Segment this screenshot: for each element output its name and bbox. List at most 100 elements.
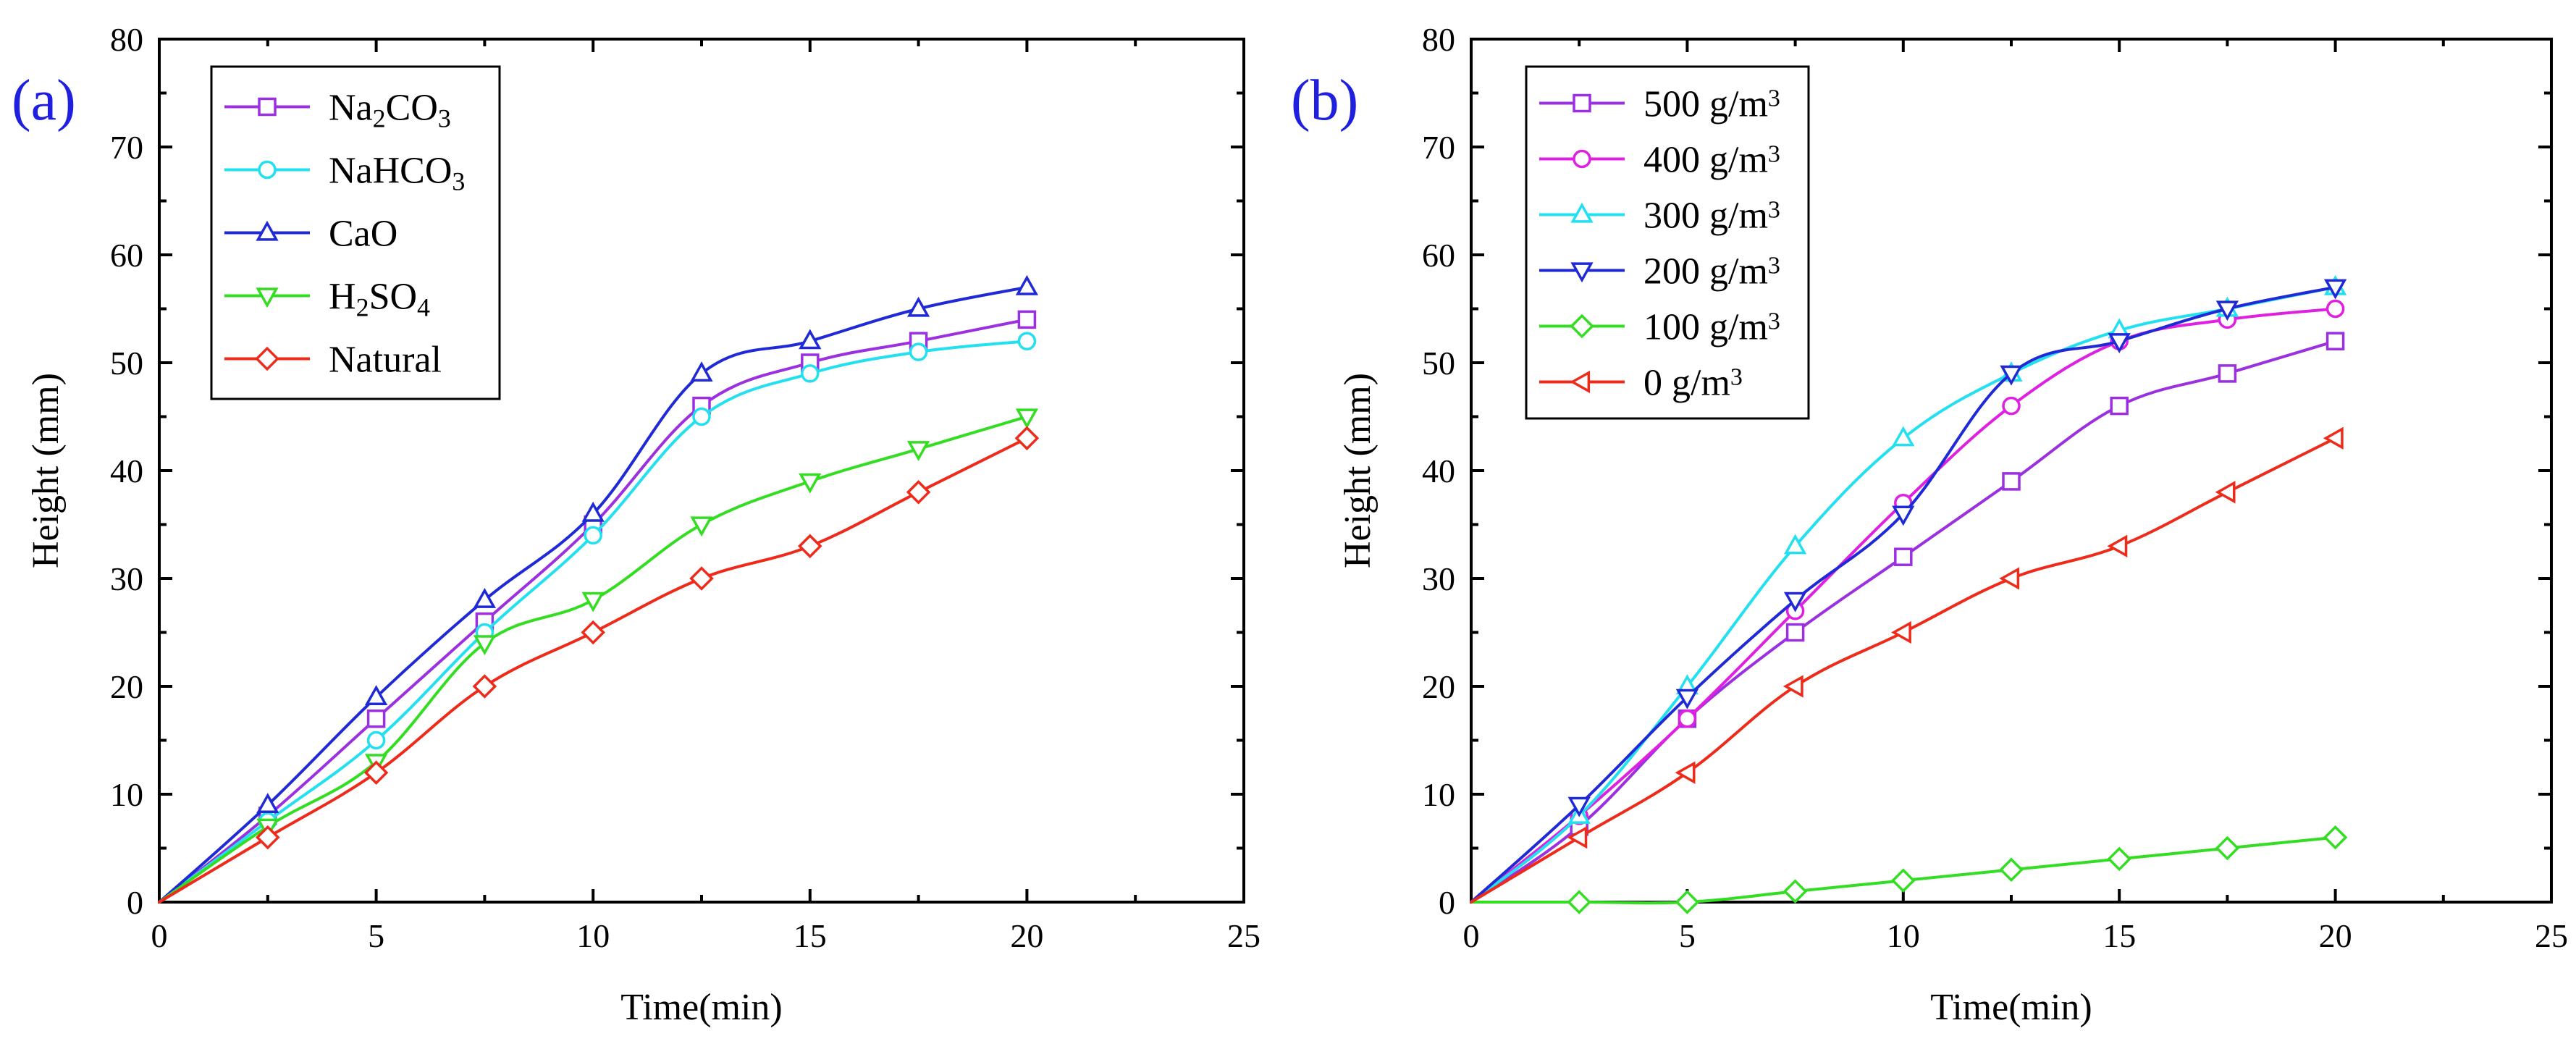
data-point (2215, 300, 2239, 321)
data-point (2002, 396, 2021, 416)
y-tick-label: 10 (110, 776, 143, 813)
data-point (2110, 396, 2129, 416)
x-tick-label: 15 (794, 917, 827, 954)
series-line (158, 340, 1029, 904)
data-point (581, 620, 605, 645)
data-point (2323, 825, 2348, 850)
x-tick-label: 10 (1887, 917, 1920, 954)
data-point (1999, 857, 2024, 883)
data-point (256, 793, 279, 813)
legend-marker (1573, 93, 1591, 113)
data-point (1999, 567, 2020, 590)
data-point (1567, 825, 1588, 849)
legend-label: NaHCO3 (329, 151, 465, 196)
series-100-g-m3 (1470, 825, 2348, 914)
legend-marker (258, 97, 277, 117)
y-axis-title: Height (mm) (1337, 373, 1379, 568)
y-tick-label: 10 (1422, 776, 1455, 813)
data-point (801, 364, 820, 383)
data-point (1785, 623, 1805, 642)
data-point (1567, 796, 1591, 817)
x-tick-label: 5 (1679, 917, 1696, 954)
data-point (2325, 332, 2345, 350)
data-point (2107, 534, 2128, 557)
x-tick-label: 5 (368, 917, 384, 954)
data-point (906, 480, 931, 505)
data-point (909, 342, 928, 361)
y-tick-label: 60 (1422, 237, 1455, 274)
y-tick-label: 40 (110, 452, 143, 489)
legend: Na2CO3 NaHCO3 CaO H2SO4 Natural (210, 65, 501, 400)
chart-panel-a: (a) 0 5 10 15 20 25 0 10 20 30 40 50 60 70 80 Time(min) H… (12, 21, 1260, 1028)
panel-label: (b) (1291, 69, 1358, 132)
legend-marker (256, 220, 279, 241)
data-point (2218, 364, 2237, 383)
panel-label: (a) (12, 69, 76, 132)
y-tick-label: 20 (1422, 668, 1455, 705)
series-natural (158, 426, 1040, 904)
y-tick-label: 80 (110, 21, 143, 58)
y-tick-label: 70 (1422, 129, 1455, 166)
data-point (584, 526, 602, 545)
x-tick-label: 20 (2319, 917, 2352, 954)
data-point (2107, 846, 2131, 872)
data-point (363, 760, 389, 785)
legend-box (1525, 65, 1810, 420)
data-point (2215, 481, 2236, 504)
data-point (689, 566, 714, 591)
legend-marker (258, 160, 277, 180)
x-tick-label: 25 (2535, 917, 2568, 954)
data-point (1894, 547, 1913, 566)
legend-label: 300 g/m3 (1643, 195, 1780, 237)
legend-marker (1570, 370, 1591, 394)
data-point (1782, 675, 1803, 698)
data-point (256, 825, 280, 850)
x-tick-label: 20 (1010, 917, 1043, 954)
legend-label: 0 g/m3 (1643, 363, 1743, 404)
data-point (690, 516, 713, 537)
y-tick-label: 30 (1422, 560, 1455, 597)
legend-label: H2SO4 (329, 277, 430, 322)
y-tick-label: 40 (1422, 452, 1455, 489)
legend-label: 400 g/m3 (1643, 140, 1780, 181)
data-point (1675, 761, 1696, 784)
y-tick-label: 60 (110, 237, 143, 274)
y-tick-label: 50 (1422, 345, 1455, 382)
data-point (2215, 835, 2240, 861)
x-tick-label: 25 (1227, 917, 1260, 954)
data-point (1014, 426, 1040, 451)
data-point (692, 407, 711, 426)
legend-label: Na2CO3 (329, 88, 451, 133)
series-line (158, 415, 1029, 904)
data-point (2108, 333, 2131, 353)
data-point (690, 361, 713, 382)
legend-marker (255, 346, 279, 371)
legend-marker (1570, 313, 1594, 339)
y-axis-title: Height (mm) (25, 373, 67, 568)
series-line (158, 318, 1029, 904)
y-tick-label: 70 (110, 129, 143, 166)
data-point (1892, 426, 1915, 447)
series-line (1470, 285, 2337, 904)
series-cao (158, 274, 1039, 904)
data-point (1017, 310, 1037, 329)
data-point (1567, 890, 1591, 914)
data-point (1678, 709, 1697, 728)
data-point (1017, 332, 1037, 350)
x-axis-title: Time(min) (1930, 987, 2092, 1028)
x-tick-label: 0 (151, 917, 168, 954)
legend-label: 500 g/m3 (1643, 84, 1780, 125)
series-h2so4 (158, 408, 1039, 904)
legend-label: 200 g/m3 (1643, 251, 1780, 292)
data-point (1015, 408, 1039, 429)
data-point (2000, 365, 2023, 386)
series-line (1470, 340, 2337, 904)
series-200-g-m3 (1470, 279, 2347, 904)
legend-marker (1573, 149, 1591, 169)
y-tick-label: 80 (1422, 21, 1455, 58)
x-tick-label: 0 (1463, 917, 1480, 954)
data-point (581, 501, 605, 522)
data-point (2323, 426, 2344, 450)
data-point (1891, 868, 1916, 893)
